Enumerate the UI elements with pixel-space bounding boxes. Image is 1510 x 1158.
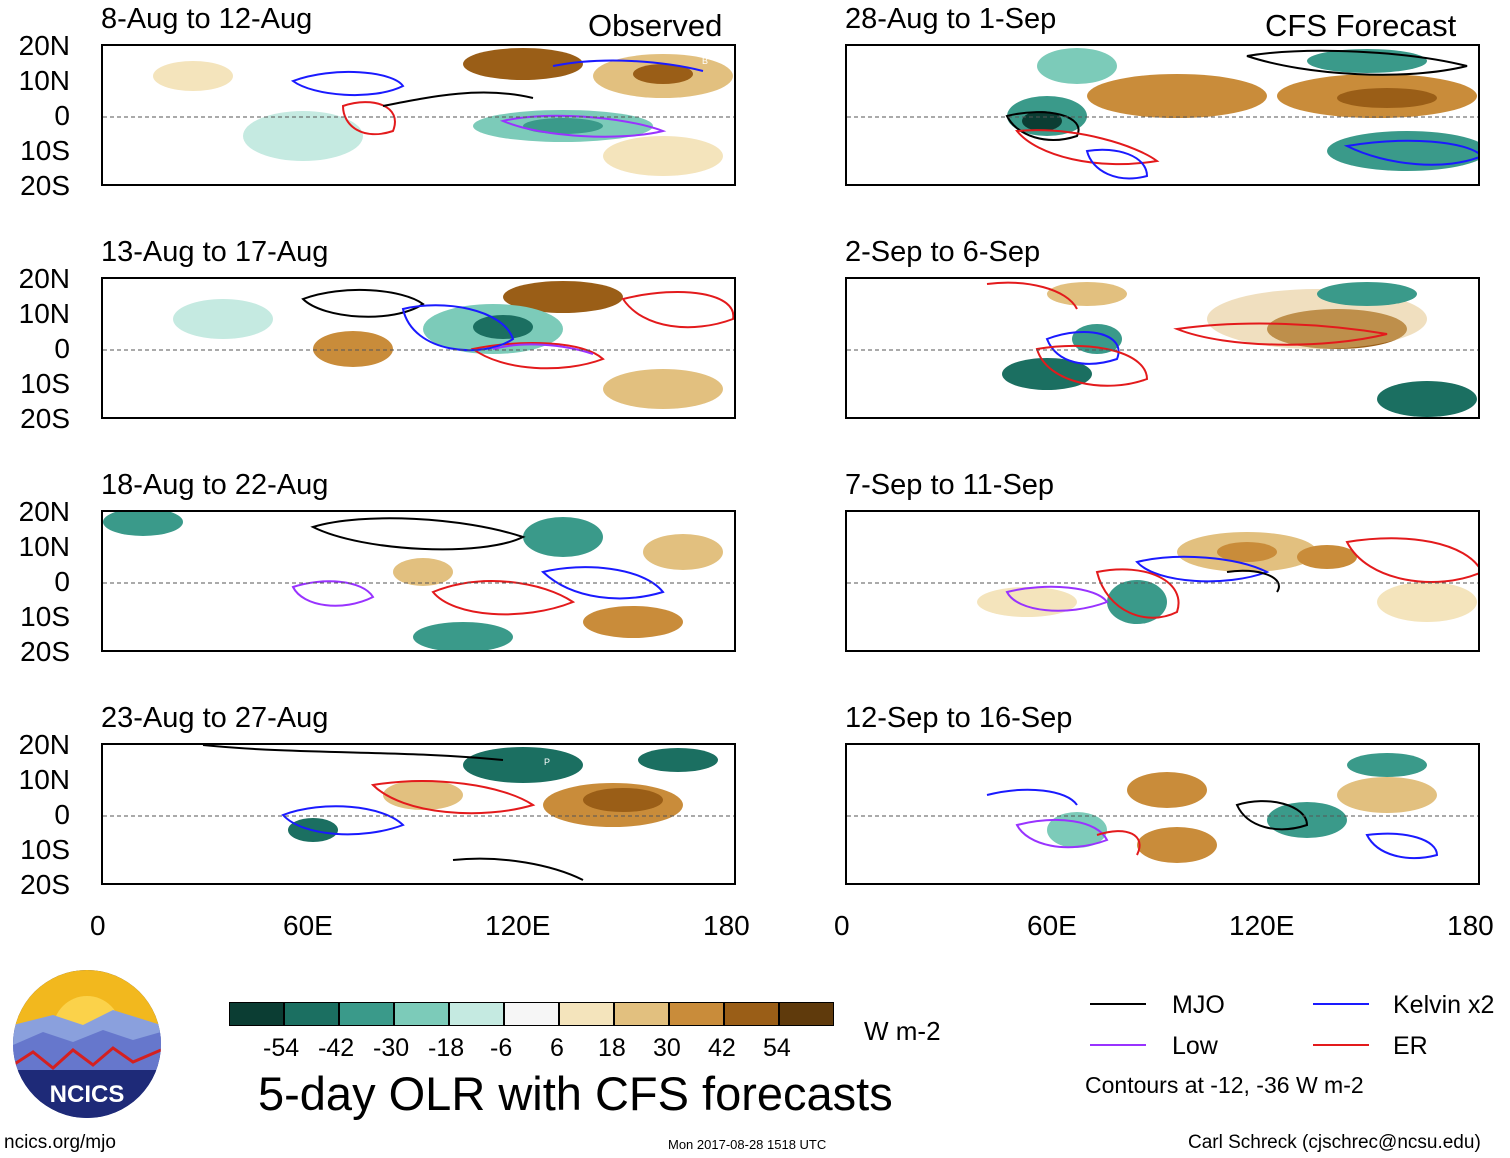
- legend-line-er: [1313, 1044, 1369, 1046]
- lat-label: 10N: [18, 531, 70, 562]
- lat-label: 20S: [20, 869, 70, 900]
- legend-label-er: ER: [1393, 1032, 1428, 1060]
- lon-label: 180: [1447, 910, 1494, 941]
- contours-note: Contours at -12, -36 W m-2: [1085, 1072, 1364, 1098]
- colorbar-swatch: [339, 1002, 394, 1026]
- map-panel-forecast-3: [845, 510, 1480, 652]
- logo-text: NCICS: [50, 1081, 125, 1108]
- lat-label: 10N: [18, 764, 70, 795]
- svg-text:P: P: [544, 757, 550, 767]
- footer-timestamp: Mon 2017-08-28 1518 UTC: [668, 1137, 827, 1152]
- panel-title-3: 18-Aug to 22-Aug: [101, 469, 329, 501]
- map-panel-observed-1: B: [101, 44, 736, 186]
- map-panel-observed-3: [101, 510, 736, 652]
- colorbar-label: 18: [598, 1034, 626, 1062]
- map-panel-forecast-2: [845, 277, 1480, 419]
- lat-label: 10N: [18, 65, 70, 96]
- colorbar-swatch: [559, 1002, 614, 1026]
- ncics-logo: NCICS: [13, 970, 161, 1118]
- legend-line-mjo: [1090, 1003, 1146, 1005]
- panel-title-4: 23-Aug to 27-Aug: [101, 702, 329, 734]
- svg-text:B: B: [702, 56, 708, 66]
- lon-label: 60E: [1027, 910, 1077, 941]
- legend-label-kelvin: Kelvin x2: [1393, 991, 1495, 1019]
- main-title: 5-day OLR with CFS forecasts: [258, 1067, 893, 1120]
- lat-label: 20N: [18, 729, 70, 760]
- colorbar-swatch: [284, 1002, 339, 1026]
- lat-label: 0: [54, 799, 70, 830]
- map-panel-observed-4: P: [101, 743, 736, 885]
- colorbar-swatch: [229, 1002, 284, 1026]
- observed-label: Observed: [588, 8, 723, 43]
- lat-label: 0: [54, 333, 70, 364]
- lat-label: 20S: [20, 403, 70, 434]
- colorbar-swatch: [504, 1002, 559, 1026]
- footer-url[interactable]: ncics.org/mjo: [4, 1132, 116, 1153]
- lat-label: 20N: [18, 496, 70, 527]
- lat-label: 10S: [20, 135, 70, 166]
- lat-label: 20N: [18, 30, 70, 61]
- colorbar-swatch: [779, 1002, 834, 1026]
- map-panel-observed-2: [101, 277, 736, 419]
- legend-label-low: Low: [1172, 1032, 1218, 1060]
- colorbar-swatch: [724, 1002, 779, 1026]
- legend-line-low: [1090, 1044, 1146, 1046]
- map-panel-forecast-4: [845, 743, 1480, 885]
- panel-title-2: 13-Aug to 17-Aug: [101, 236, 329, 268]
- colorbar-label: -18: [428, 1034, 465, 1062]
- lat-label: 10N: [18, 298, 70, 329]
- colorbar-label: 42: [708, 1034, 736, 1062]
- panel-title-1: 8-Aug to 12-Aug: [101, 3, 313, 35]
- colorbar-label: -30: [373, 1034, 410, 1062]
- colorbar-units: W m-2: [864, 1016, 941, 1046]
- colorbar-swatch: [669, 1002, 724, 1026]
- lat-label: 10S: [20, 834, 70, 865]
- lon-label: 0: [90, 910, 106, 941]
- colorbar-swatch: [449, 1002, 504, 1026]
- lon-label: 120E: [485, 910, 551, 941]
- lat-label: 20N: [18, 263, 70, 294]
- lat-label: 10S: [20, 601, 70, 632]
- colorbar-label: 54: [763, 1034, 791, 1062]
- lat-label: 20S: [20, 170, 70, 201]
- panel-title-7: 7-Sep to 11-Sep: [845, 469, 1055, 501]
- lon-label: 120E: [1229, 910, 1295, 941]
- lat-label: 20S: [20, 636, 70, 667]
- colorbar-label: -6: [490, 1034, 513, 1062]
- legend-line-kelvin: [1313, 1003, 1369, 1005]
- lat-label: 0: [54, 566, 70, 597]
- lon-label: 60E: [283, 910, 333, 941]
- colorbar-label: -42: [318, 1034, 355, 1062]
- forecast-label: CFS Forecast: [1265, 8, 1457, 43]
- panel-title-8: 12-Sep to 16-Sep: [845, 702, 1073, 734]
- colorbar-swatch: [394, 1002, 449, 1026]
- panel-title-6: 2-Sep to 6-Sep: [845, 236, 1041, 268]
- legend-label-mjo: MJO: [1172, 991, 1225, 1019]
- lon-label: 0: [834, 910, 850, 941]
- colorbar-swatch: [614, 1002, 669, 1026]
- map-panel-forecast-1: [845, 44, 1480, 186]
- lon-label: 180: [703, 910, 750, 941]
- panel-title-5: 28-Aug to 1-Sep: [845, 3, 1057, 35]
- footer-credit: Carl Schreck (cjschrec@ncsu.edu): [1188, 1132, 1481, 1153]
- lat-label: 0: [54, 100, 70, 131]
- colorbar-label: 6: [550, 1034, 564, 1062]
- lat-label: 10S: [20, 368, 70, 399]
- colorbar-label: 30: [653, 1034, 681, 1062]
- colorbar-label: -54: [263, 1034, 300, 1062]
